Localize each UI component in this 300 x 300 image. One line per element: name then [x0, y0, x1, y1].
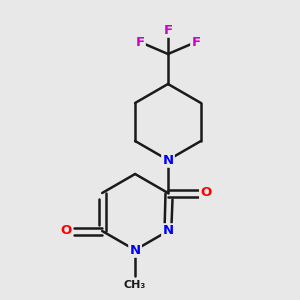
Text: N: N	[162, 154, 174, 166]
Text: F: F	[164, 23, 172, 37]
Text: F: F	[191, 35, 201, 49]
Text: O: O	[200, 187, 211, 200]
Text: CH₃: CH₃	[124, 280, 146, 290]
Text: N: N	[162, 224, 174, 238]
Text: F: F	[135, 35, 145, 49]
Text: N: N	[130, 244, 141, 256]
Text: O: O	[61, 224, 72, 238]
